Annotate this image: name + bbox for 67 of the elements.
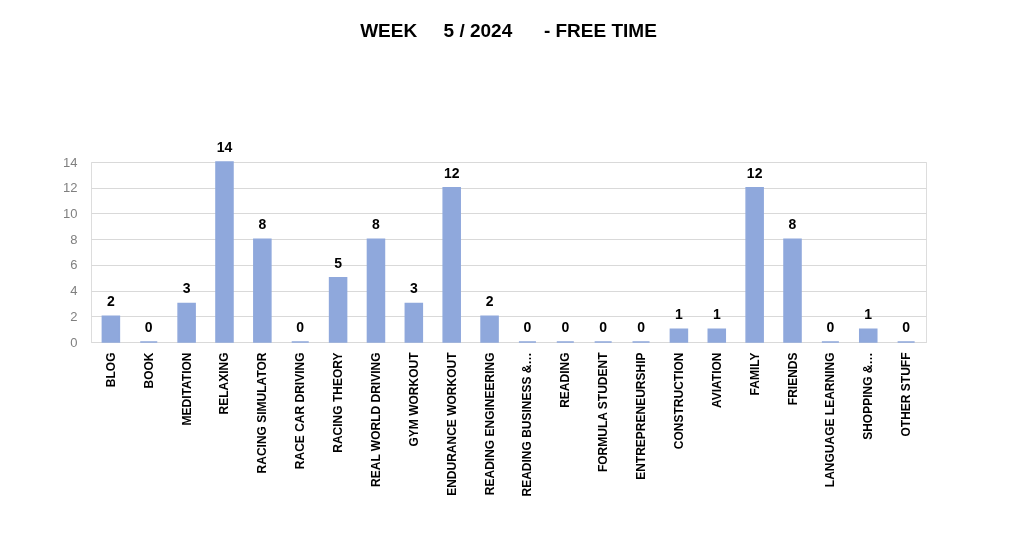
data-label: 8 [258, 216, 267, 233]
data-label: 0 [826, 319, 835, 335]
x-tick-label: ENTREPRENEURSHIP [634, 352, 649, 480]
data-label: 0 [523, 319, 532, 335]
data-label: 5 [334, 254, 343, 271]
bar [328, 276, 348, 343]
y-tick-label: 2 [70, 308, 78, 324]
data-label: 8 [372, 216, 381, 233]
x-tick-label: MEDITATION [179, 352, 194, 426]
data-label: 8 [788, 216, 797, 233]
x-tick-label: READING ENGINEERING [482, 352, 497, 496]
x-tick-label: RACE CAR DRIVING [293, 352, 308, 470]
x-tick-label: RACING SIMULATOR [255, 352, 270, 474]
bar [707, 328, 727, 343]
bar [101, 315, 121, 343]
bar [442, 186, 461, 343]
x-tick-label: AVIATION [709, 352, 724, 409]
bar [669, 328, 689, 343]
y-tick-label: 4 [70, 283, 78, 299]
y-tick-label: 14 [63, 154, 78, 170]
data-label: 2 [485, 293, 494, 310]
y-tick-label: 8 [70, 231, 78, 247]
chart-title: WEEK 5 / 2024 - FREE TIME [360, 20, 657, 41]
data-label: 0 [144, 319, 153, 335]
bar [858, 328, 878, 343]
data-label: 1 [675, 306, 684, 323]
x-tick-label: BOOK [141, 352, 156, 389]
bar [177, 302, 196, 343]
data-label: 1 [712, 306, 721, 323]
x-tick-label: ENDURANCE WORKOUT [444, 351, 459, 496]
x-tick-label: READING BUSINESS &… [520, 352, 535, 497]
data-label: 3 [409, 280, 418, 297]
data-label: 0 [561, 319, 570, 335]
data-label: 14 [216, 139, 233, 155]
data-label: 0 [599, 319, 608, 335]
x-tick-label: RACING THEORY [331, 352, 346, 453]
y-tick-label: 12 [63, 180, 78, 196]
x-tick-label: OTHER STUFF [899, 352, 914, 437]
x-tick-label: SHOPPING &… [861, 352, 876, 440]
x-tick-label: CONSTRUCTION [671, 352, 686, 450]
x-tick-label: LANGUAGE LEARNING [823, 352, 838, 488]
bar [215, 161, 234, 343]
data-label: 0 [902, 319, 911, 335]
x-tick-label: FORMULA STUDENT [596, 351, 611, 473]
data-label: 0 [296, 319, 305, 335]
y-tick-label: 0 [70, 334, 78, 350]
x-tick-label: READING [558, 352, 573, 408]
data-label: 1 [864, 306, 873, 323]
bar [366, 238, 386, 343]
x-tick-label: FRIENDS [785, 352, 800, 406]
x-tick-label: RELAXING [217, 352, 232, 415]
data-label: 12 [746, 164, 763, 181]
bar [404, 302, 424, 343]
y-tick-label: 6 [70, 257, 78, 273]
bar [253, 238, 272, 343]
data-label: 3 [182, 280, 191, 297]
x-tick-label: BLOG [103, 352, 118, 388]
bar [783, 238, 802, 343]
data-label: 0 [637, 319, 646, 335]
data-label: 12 [443, 164, 460, 181]
bar [745, 186, 764, 343]
x-tick-label: REAL WORLD DRIVING [368, 352, 383, 487]
bar [480, 315, 499, 343]
x-tick-label: GYM WORKOUT [406, 351, 421, 447]
data-label: 2 [106, 293, 115, 310]
y-tick-label: 10 [63, 205, 78, 221]
x-tick-label: FAMILY [747, 352, 762, 396]
